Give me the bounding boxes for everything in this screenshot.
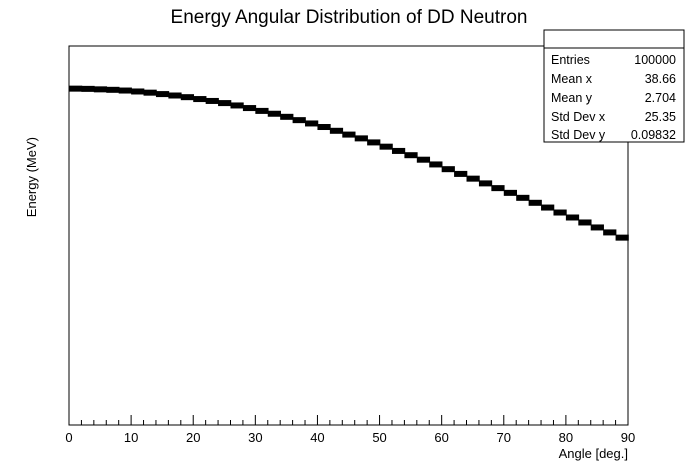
stats-value-mean-y: 2.704 (645, 91, 676, 105)
histogram-cell (478, 180, 493, 187)
chart-title: Energy Angular Distribution of DD Neutro… (171, 7, 528, 28)
histogram-cell (541, 204, 555, 211)
histogram-cell (106, 86, 120, 93)
histogram-cell (503, 189, 517, 196)
x-axis-tick-labels: 0 10 20 30 40 50 60 70 80 90 (65, 430, 635, 445)
histogram-cell (578, 219, 592, 226)
histogram-cell (69, 85, 83, 92)
histogram-cell (280, 113, 294, 120)
histogram-cell (81, 85, 95, 92)
histogram-cell (317, 124, 331, 131)
stats-label-std-dev-y: Std Dev y (551, 128, 606, 142)
histogram-cell (416, 156, 431, 163)
stats-box-frame (543, 29, 685, 143)
stats-label-mean-x: Mean x (551, 72, 593, 86)
stats-label-std-dev-x: Std Dev x (551, 110, 606, 124)
stats-value-mean-x: 38.66 (645, 72, 676, 86)
histogram-cell (491, 185, 505, 192)
histogram-cell (155, 91, 170, 98)
histogram-cells (69, 85, 629, 241)
x-tick-label: 40 (310, 430, 324, 445)
histogram-cell (131, 88, 145, 95)
histogram-cell (342, 131, 356, 138)
stats-label-entries: Entries (551, 53, 590, 67)
x-tick-label: 50 (372, 430, 386, 445)
x-tick-label: 30 (248, 430, 262, 445)
x-tick-label: 0 (65, 430, 72, 445)
histogram-cell (528, 199, 542, 206)
x-axis-label: Angle [deg.] (559, 446, 628, 461)
histogram-cell (603, 229, 617, 236)
histogram-cell (553, 209, 567, 216)
stats-value-std-dev-y: 0.09832 (631, 128, 676, 142)
x-tick-label: 20 (186, 430, 200, 445)
histogram-cell (329, 127, 344, 134)
histogram-cell (367, 139, 381, 146)
histogram-cell (118, 87, 132, 94)
histogram-cell (242, 105, 257, 112)
histogram-cell (205, 97, 219, 104)
x-tick-label: 10 (124, 430, 138, 445)
histogram-cell (143, 89, 157, 96)
stats-box: Entries 100000 Mean x 38.66 Mean y 2.704… (543, 29, 685, 143)
histogram-cell (255, 107, 269, 114)
histogram-cell (516, 194, 530, 201)
histogram-cell (590, 224, 604, 231)
histogram-cell (615, 234, 629, 241)
histogram-cell (93, 86, 108, 93)
histogram-cell (305, 120, 319, 127)
x-tick-label: 60 (434, 430, 448, 445)
stats-value-std-dev-x: 25.35 (645, 110, 676, 124)
histogram-cell (404, 152, 418, 159)
histogram-cell (391, 147, 406, 154)
stats-value-entries: 100000 (634, 53, 676, 67)
histogram-cell (454, 170, 468, 177)
histogram-cell (267, 110, 281, 117)
histogram-cell (379, 143, 393, 150)
histogram-cell (429, 161, 443, 168)
x-tick-label: 90 (621, 430, 635, 445)
histogram-cell (292, 117, 306, 124)
x-axis-ticks (68, 415, 629, 425)
histogram-cell (354, 135, 368, 142)
x-tick-label: 80 (559, 430, 573, 445)
histogram-cell (466, 175, 480, 182)
histogram-cell (180, 94, 195, 101)
histogram-cell (218, 100, 232, 107)
histogram-cell (230, 102, 244, 109)
histogram-cell (193, 96, 207, 103)
stats-label-mean-y: Mean y (551, 91, 593, 105)
y-axis-label: Energy (MeV) (24, 137, 39, 217)
histogram-cell (565, 214, 580, 221)
x-tick-label: 70 (497, 430, 511, 445)
histogram-cell (168, 92, 182, 99)
histogram-cell (441, 166, 455, 173)
